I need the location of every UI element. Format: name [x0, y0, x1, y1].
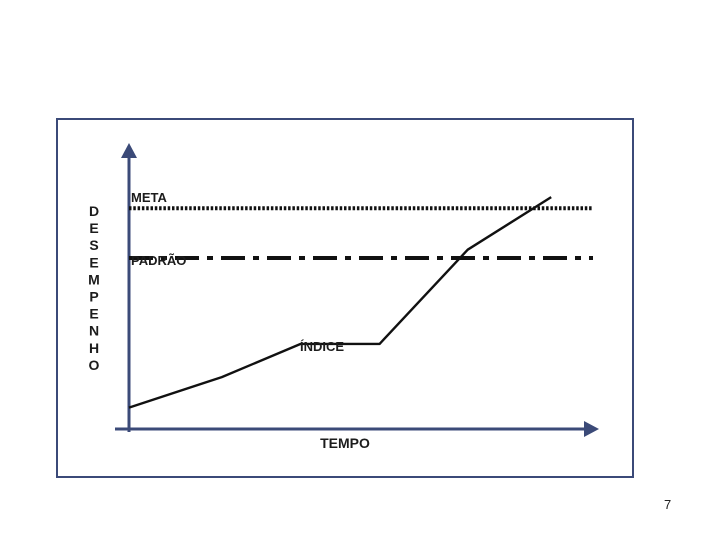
series-label-padrao: PADRÃO	[131, 253, 186, 268]
y-axis-label-letter: H	[89, 340, 99, 356]
y-axis-label-letter: O	[89, 357, 100, 373]
y-axis-label-letter: P	[89, 289, 98, 305]
series-label-meta: META	[131, 190, 167, 205]
page-number: 7	[664, 497, 672, 512]
series-label-indice: ÍNDICE	[300, 339, 344, 354]
y-axis-arrowhead	[121, 143, 137, 158]
y-axis-label-letter: M	[88, 271, 100, 287]
y-axis-label-letter: E	[89, 254, 98, 270]
y-axis-label-letter: E	[89, 306, 98, 322]
x-axis-arrowhead	[584, 421, 599, 437]
y-axis-label-letter: E	[89, 220, 98, 236]
y-axis-label-letter: D	[89, 203, 99, 219]
figure-frame	[56, 118, 634, 478]
y-axis-label-letter: S	[89, 237, 98, 253]
x-axis-label: TEMPO	[320, 435, 370, 451]
y-axis-label-letter: N	[89, 323, 99, 339]
series-line-indice	[128, 196, 552, 409]
series-layer	[128, 196, 593, 409]
